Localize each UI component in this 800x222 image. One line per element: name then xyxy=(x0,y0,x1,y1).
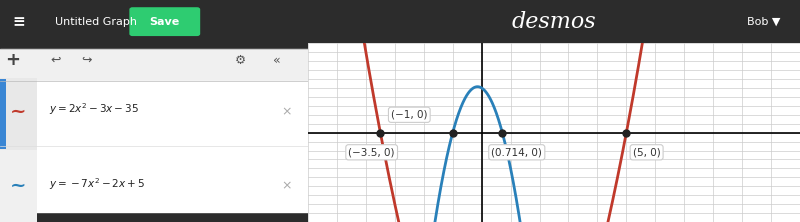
Text: ⚙: ⚙ xyxy=(234,54,246,67)
Text: (−3.5, 0): (−3.5, 0) xyxy=(349,147,395,157)
Text: $y = 2x^2 - 3x - 35$: $y = 2x^2 - 3x - 35$ xyxy=(50,101,139,117)
Bar xyxy=(0,50,308,81)
Text: (−1, 0): (−1, 0) xyxy=(391,110,427,120)
Text: «: « xyxy=(274,54,281,67)
Text: ×: × xyxy=(281,179,292,192)
FancyBboxPatch shape xyxy=(0,78,37,150)
FancyBboxPatch shape xyxy=(130,7,200,36)
Text: Untitled Graph: Untitled Graph xyxy=(55,17,138,27)
Text: $y = -7x^2 - 2x + 5$: $y = -7x^2 - 2x + 5$ xyxy=(50,176,146,192)
Text: ~: ~ xyxy=(10,103,26,121)
Text: (0.714, 0): (0.714, 0) xyxy=(491,147,542,157)
FancyBboxPatch shape xyxy=(0,150,37,222)
Bar xyxy=(0,10,308,50)
Text: Bob ▼: Bob ▼ xyxy=(747,17,780,27)
Text: +: + xyxy=(5,52,20,69)
Text: ≡: ≡ xyxy=(12,14,25,29)
Text: ↪: ↪ xyxy=(81,54,91,67)
Text: ~: ~ xyxy=(10,177,26,195)
Text: desmos: desmos xyxy=(512,11,596,33)
Text: Save: Save xyxy=(150,17,180,27)
Text: ×: × xyxy=(281,105,292,118)
Bar xyxy=(0,81,308,212)
Text: (5, 0): (5, 0) xyxy=(633,147,661,157)
Text: ↩: ↩ xyxy=(50,54,61,67)
FancyBboxPatch shape xyxy=(0,79,6,149)
